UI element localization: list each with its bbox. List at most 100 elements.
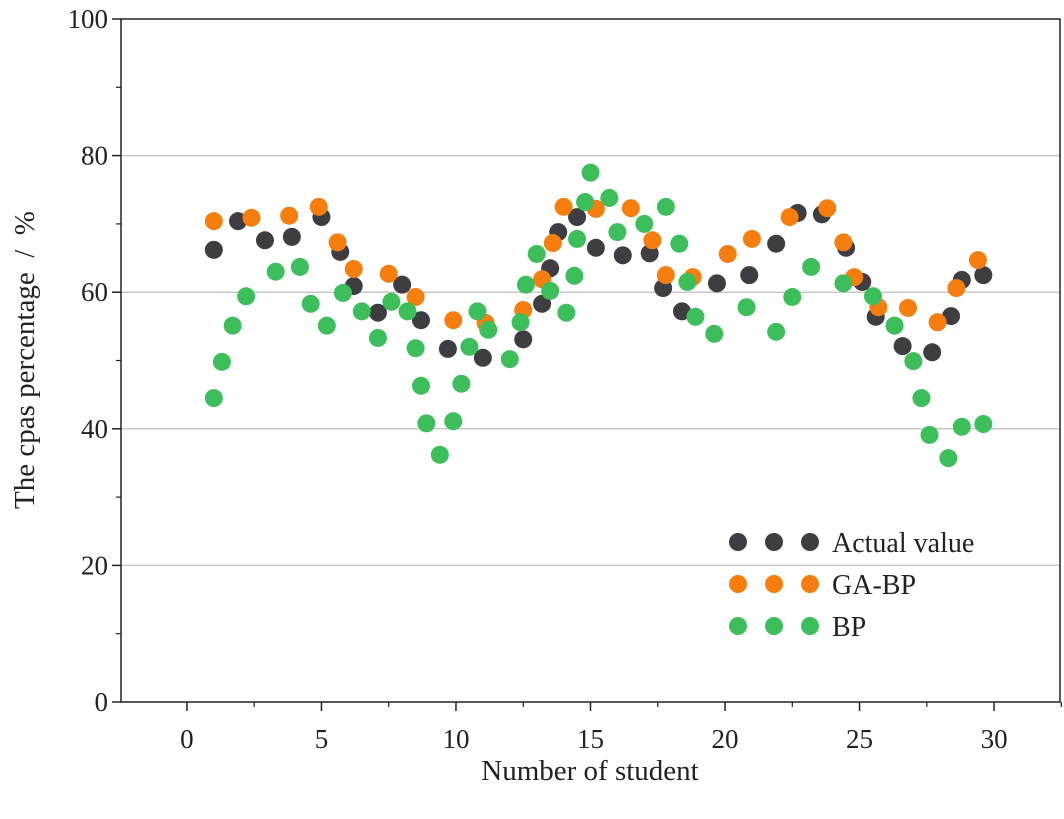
point-bp	[565, 266, 584, 285]
point-bp	[333, 283, 352, 302]
point-bp	[516, 275, 535, 294]
point-bp	[382, 292, 401, 311]
legend-label-ga-bp: GA-BP	[832, 570, 916, 601]
y-tick-label: 60	[81, 277, 108, 307]
point-bp	[479, 320, 498, 339]
point-actual-value	[974, 266, 993, 285]
point-bp	[511, 313, 530, 332]
legend-marker-actual-value	[801, 533, 819, 551]
point-bp	[568, 229, 587, 248]
point-bp	[557, 303, 576, 322]
point-bp	[411, 376, 430, 395]
point-bp	[656, 197, 675, 216]
point-bp	[500, 350, 519, 369]
point-bp	[952, 417, 971, 436]
point-bp	[974, 415, 993, 434]
point-bp	[802, 257, 821, 276]
point-actual-value	[229, 212, 248, 231]
point-bp	[406, 339, 425, 358]
point-ga-bp	[621, 199, 640, 218]
point-actual-value	[942, 307, 961, 326]
point-actual-value	[767, 234, 786, 253]
point-ga-bp	[379, 264, 398, 283]
point-bp	[737, 298, 756, 317]
point-bp	[317, 316, 336, 335]
y-tick-label: 80	[81, 141, 108, 171]
x-tick-label: 0	[180, 724, 194, 754]
point-actual-value	[282, 227, 301, 246]
point-ga-bp	[898, 298, 917, 317]
point-bp	[468, 302, 487, 321]
point-bp	[904, 352, 923, 371]
point-bp	[885, 316, 904, 335]
data-points	[204, 163, 993, 468]
point-bp	[864, 287, 883, 306]
point-ga-bp	[328, 233, 347, 252]
legend: Actual value GA-BP BP	[729, 528, 974, 643]
point-ga-bp	[309, 197, 328, 216]
point-actual-value	[893, 337, 912, 356]
y-axis-label: The cpas percentage / %	[9, 211, 41, 509]
point-bp	[920, 425, 939, 444]
point-ga-bp	[554, 197, 573, 216]
point-bp	[398, 302, 417, 321]
x-tick-label: 20	[712, 724, 739, 754]
y-tick-label: 20	[81, 550, 108, 580]
point-bp	[678, 272, 697, 291]
point-ga-bp	[834, 233, 853, 252]
point-actual-value	[586, 238, 605, 257]
point-bp	[430, 445, 449, 464]
point-bp	[581, 163, 600, 182]
point-bp	[452, 374, 471, 393]
x-tick-label: 25	[846, 724, 873, 754]
x-tick-label: 5	[315, 724, 329, 754]
point-actual-value	[514, 330, 533, 349]
legend-marker-actual-value	[729, 533, 747, 551]
x-tick-label: 15	[577, 724, 604, 754]
gridlines	[121, 154, 1060, 567]
legend-label-actual-value: Actual value	[832, 528, 974, 559]
y-tick-label: 40	[81, 414, 108, 444]
point-bp	[290, 257, 309, 276]
point-bp	[834, 274, 853, 293]
point-actual-value	[740, 266, 759, 285]
point-bp	[541, 281, 560, 300]
point-actual-value	[923, 343, 942, 362]
point-actual-value	[438, 339, 457, 358]
legend-marker-ga-bp	[801, 575, 819, 593]
point-bp	[417, 414, 436, 433]
point-ga-bp	[947, 279, 966, 298]
point-ga-bp	[742, 229, 761, 248]
point-bp	[212, 352, 231, 371]
point-bp	[705, 324, 724, 343]
x-tick-label: 30	[981, 724, 1008, 754]
point-bp	[767, 322, 786, 341]
point-ga-bp	[780, 208, 799, 227]
point-actual-value	[613, 246, 632, 265]
point-bp	[686, 307, 705, 326]
point-actual-value	[368, 303, 387, 322]
point-actual-value	[204, 240, 223, 259]
y-tick-label: 100	[68, 4, 109, 34]
point-bp	[912, 389, 931, 408]
point-bp	[600, 188, 619, 207]
point-ga-bp	[656, 266, 675, 285]
point-bp	[368, 328, 387, 347]
point-bp	[783, 287, 802, 306]
point-bp	[608, 223, 627, 242]
point-actual-value	[568, 208, 587, 227]
point-ga-bp	[406, 287, 425, 306]
point-actual-value	[473, 348, 492, 367]
point-ga-bp	[204, 212, 223, 231]
legend-marker-bp	[765, 617, 783, 635]
axes: 0 20 40 60 80 100 0 5 10 15 20 25 30	[68, 4, 1062, 754]
point-bp	[266, 262, 285, 281]
point-bp	[444, 412, 463, 431]
point-ga-bp	[643, 231, 662, 250]
point-actual-value	[393, 275, 412, 294]
point-bp	[670, 234, 689, 253]
point-bp	[204, 389, 223, 408]
legend-marker-bp	[801, 617, 819, 635]
legend-marker-actual-value	[765, 533, 783, 551]
